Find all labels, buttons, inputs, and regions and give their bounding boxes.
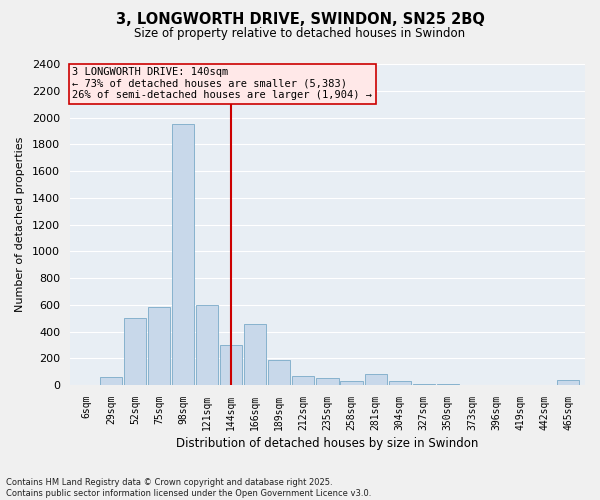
Bar [148, 308, 170, 385]
Text: 3 LONGWORTH DRIVE: 140sqm
← 73% of detached houses are smaller (5,383)
26% of se: 3 LONGWORTH DRIVE: 140sqm ← 73% of detac… [73, 67, 373, 100]
Y-axis label: Number of detached properties: Number of detached properties [15, 137, 25, 312]
Text: Contains HM Land Registry data © Crown copyright and database right 2025.
Contai: Contains HM Land Registry data © Crown c… [6, 478, 371, 498]
Bar [124, 318, 146, 385]
Bar [413, 384, 435, 385]
Bar [316, 378, 338, 385]
Bar [100, 377, 122, 385]
Bar [557, 380, 579, 385]
Bar [196, 305, 218, 385]
Bar [292, 376, 314, 385]
Bar [220, 345, 242, 385]
X-axis label: Distribution of detached houses by size in Swindon: Distribution of detached houses by size … [176, 437, 479, 450]
Text: Size of property relative to detached houses in Swindon: Size of property relative to detached ho… [134, 28, 466, 40]
Bar [389, 381, 411, 385]
Bar [268, 360, 290, 385]
Bar [437, 384, 459, 385]
Bar [365, 374, 386, 385]
Bar [172, 124, 194, 385]
Bar [340, 381, 362, 385]
Text: 3, LONGWORTH DRIVE, SWINDON, SN25 2BQ: 3, LONGWORTH DRIVE, SWINDON, SN25 2BQ [116, 12, 484, 28]
Bar [244, 324, 266, 385]
